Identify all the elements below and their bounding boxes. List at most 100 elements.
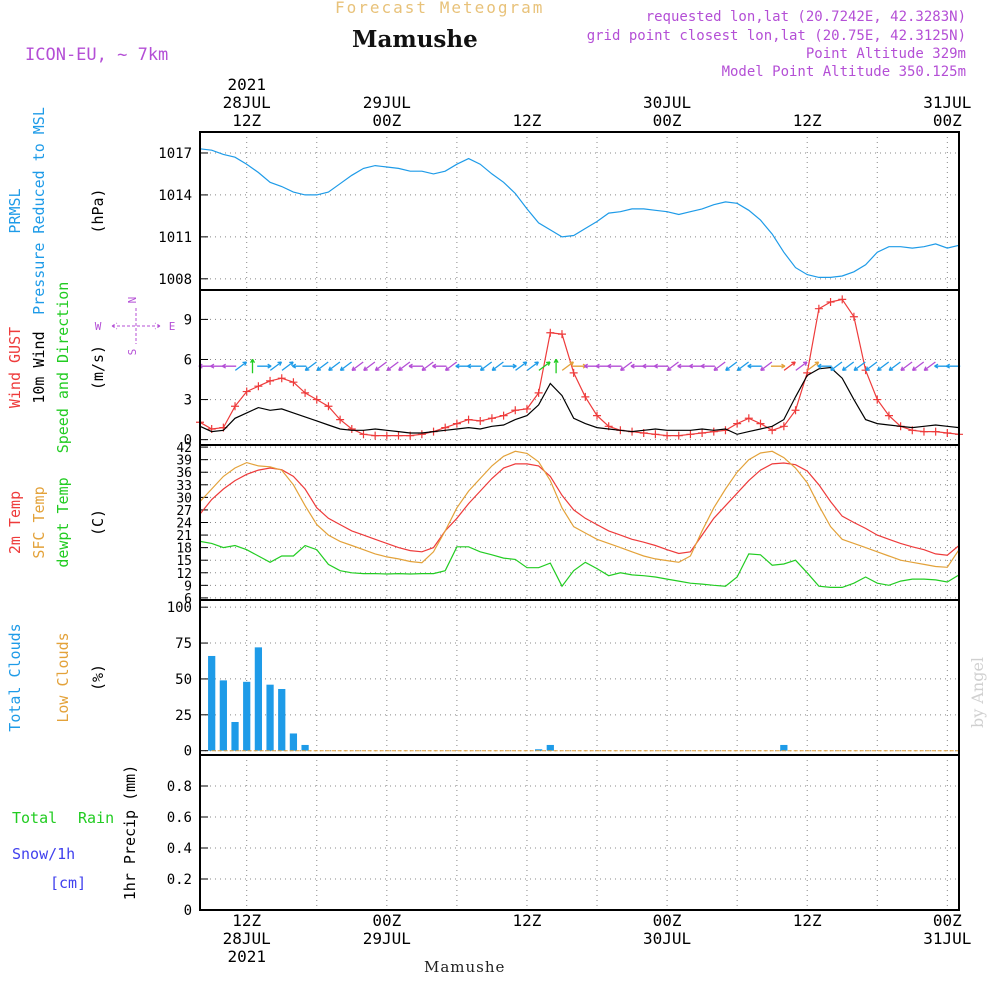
gust-marker xyxy=(336,415,345,424)
series-dewpt-temp xyxy=(199,540,960,589)
gust-marker xyxy=(231,402,240,411)
wind-arrow xyxy=(911,361,925,372)
wind-arrow xyxy=(502,363,517,369)
wind-arrow xyxy=(339,361,352,372)
compass-south: S xyxy=(126,349,139,356)
wind-arrow xyxy=(316,361,329,372)
gust-marker xyxy=(487,414,496,423)
cloud-bar xyxy=(208,655,216,751)
y-tick-label: 39 xyxy=(176,454,192,469)
gust-marker xyxy=(698,428,707,437)
wind-arrow xyxy=(386,361,399,372)
cloud-bar xyxy=(278,688,286,751)
wind-arrow xyxy=(291,363,307,369)
wind-arrow xyxy=(479,361,493,372)
panel-1: 1008 1011 1014 1017 PRMSL Pressure Reduced to… xyxy=(6,107,960,315)
signature: by Angel xyxy=(968,656,987,728)
legend-rain: Rain xyxy=(78,809,114,827)
gust-marker xyxy=(873,395,882,404)
wind-arrow xyxy=(888,361,901,372)
gust-marker xyxy=(324,402,333,411)
bottom-time-label: 00Z xyxy=(933,911,962,930)
panel-label: dewpt Temp xyxy=(54,477,72,567)
gust-marker xyxy=(709,427,718,436)
chart-title: Mamushe xyxy=(352,26,478,53)
compass-east: E xyxy=(169,320,176,333)
panel-4: 0 25 50 75 100 Total Clouds Low Clouds (%) xyxy=(6,599,960,760)
top-time-label: 12Z xyxy=(793,111,822,130)
panel-label: Total Clouds xyxy=(6,623,24,731)
y-axis-unit: (m/s) xyxy=(89,345,107,390)
cloud-bar xyxy=(301,744,309,751)
bottom-time-label: 31JUL xyxy=(923,929,971,948)
wind-arrow xyxy=(455,363,470,369)
wind-arrow xyxy=(432,363,447,369)
wind-arrow xyxy=(923,361,936,372)
wind-arrow xyxy=(221,363,237,369)
y-tick-label: 25 xyxy=(175,708,192,724)
gust-marker xyxy=(546,328,555,337)
gust-marker xyxy=(557,330,566,339)
wind-arrow xyxy=(760,361,773,372)
compass-north: N xyxy=(126,297,139,304)
gust-marker xyxy=(569,368,578,377)
wind-arrow xyxy=(795,361,808,371)
y-tick-label: 15 xyxy=(176,554,192,569)
wind-arrow xyxy=(328,361,341,372)
footer-location: Mamushe xyxy=(424,958,506,976)
wind-arrow xyxy=(807,361,820,371)
cloud-bar xyxy=(780,744,788,751)
wind-arrow xyxy=(374,361,387,372)
gust-marker xyxy=(814,304,823,313)
gust-marker xyxy=(919,427,928,436)
gust-marker xyxy=(371,431,380,440)
gust-marker xyxy=(289,378,298,387)
wind-arrow xyxy=(467,363,482,369)
gust-marker xyxy=(791,406,800,415)
gust-marker xyxy=(464,415,473,424)
wind-arrow xyxy=(817,363,832,369)
gust-marker xyxy=(242,387,251,396)
wind-arrow xyxy=(853,361,866,372)
wind-arrow xyxy=(771,363,786,369)
y-tick-label: 1008 xyxy=(158,272,192,288)
gust-marker xyxy=(301,388,310,397)
y-tick-label: 30 xyxy=(176,491,192,506)
cloud-bar xyxy=(254,647,263,751)
y-tick-label: 0.4 xyxy=(167,841,192,857)
wind-arrow xyxy=(620,361,633,372)
gust-marker xyxy=(534,388,543,397)
y-tick-label: 36 xyxy=(176,466,192,481)
gust-marker xyxy=(417,430,426,439)
y-tick-label: 1011 xyxy=(158,230,192,246)
gust-marker xyxy=(768,426,777,435)
wind-arrow xyxy=(281,361,294,371)
wind-arrow xyxy=(653,363,669,369)
wind-arrow xyxy=(210,363,225,369)
bottom-time-label: 30JUL xyxy=(643,929,691,948)
wind-arrow xyxy=(421,361,434,372)
panel-frame xyxy=(199,599,960,756)
model-label: ICON-EU, ~ 7km xyxy=(25,45,169,65)
wind-arrow xyxy=(561,361,574,371)
gust-marker xyxy=(277,374,286,383)
wind-arrow xyxy=(250,358,256,374)
y-tick-label: 100 xyxy=(167,600,192,616)
cloud-bar xyxy=(289,733,298,751)
gust-marker xyxy=(884,411,893,420)
gust-marker xyxy=(347,424,356,433)
bottom-time-label: 12Z xyxy=(513,911,542,930)
panel-2: 0 3 6 9 Wind GUST 10m Wind Speed and Direction… xyxy=(6,282,963,453)
panel-label: 2m Temp xyxy=(6,491,24,554)
wind-arrow xyxy=(257,363,272,369)
cloud-bar xyxy=(243,681,251,751)
wind-arrow xyxy=(408,363,423,369)
wind-arrow xyxy=(269,361,283,371)
gust-marker xyxy=(686,430,695,439)
panel-label: SFC Temp xyxy=(30,486,48,558)
gust-marker xyxy=(744,414,753,423)
compass-rose xyxy=(111,308,161,344)
y-tick-label: 9 xyxy=(184,312,192,328)
gust-marker xyxy=(733,419,742,428)
